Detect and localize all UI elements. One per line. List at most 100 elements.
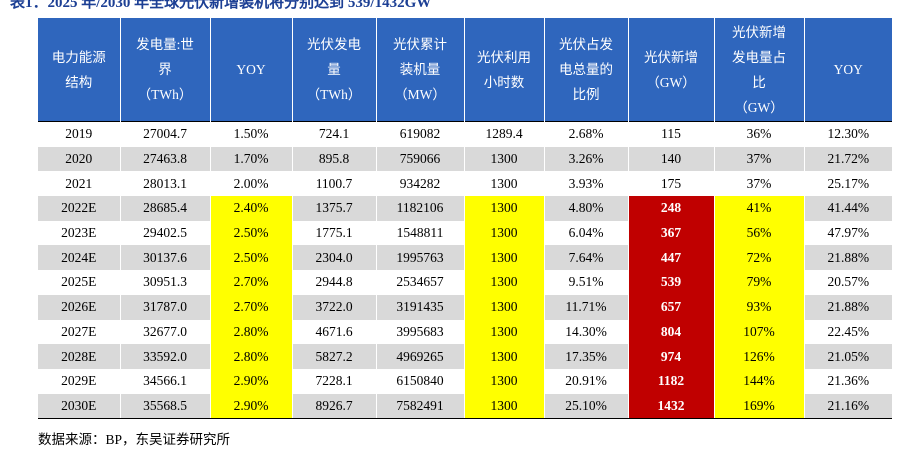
header-pv-yoy: YOY [804, 18, 892, 122]
cell-pv-cumulative: 759066 [376, 146, 465, 172]
cell-year: 2028E [38, 344, 121, 369]
cell-pv-yoy: 20.57% [827, 274, 870, 290]
cell-pv-hours: 1289.4 [464, 120, 545, 147]
table-row: 2028E 33592.0 2.80% 5827.2 4969265 1300 17.35%… [38, 344, 892, 369]
table-row: 2024E 30137.6 2.50% 2304.0 1995763 1300 7.64% 4… [38, 245, 892, 271]
cell-pv-new: 804 [628, 319, 715, 345]
cell-pv-share: 9.51% [544, 270, 629, 295]
cell-pv-share: 3.26% [544, 146, 629, 172]
cell-pv-generation: 3722.0 [292, 294, 377, 320]
header-pv-cumulative: 光伏累计 装机量 （MW） [376, 18, 465, 122]
cell-pv-share: 3.93% [544, 171, 629, 197]
cell-world-generation: 34566.1 [120, 368, 211, 394]
cell-pv-generation: 895.8 [292, 146, 377, 172]
cell-pv-cumulative: 1182106 [376, 196, 465, 221]
table-row: 2023E 29402.5 2.50% 1775.1 1548811 1300 6.04% 3… [38, 220, 892, 246]
cell-pv-new-share: 126% [714, 344, 805, 369]
cell-world-generation: 28013.1 [120, 171, 211, 197]
cell-pv-hours: 1300 [464, 344, 545, 369]
cell-pv-new: 974 [628, 344, 715, 369]
cell-pv-new: 175 [628, 171, 715, 197]
cell-pv-generation: 8926.7 [292, 393, 377, 420]
cell-year: 2027E [38, 319, 121, 345]
cell-generation-yoy: 2.50% [210, 245, 293, 271]
cell-pv-cumulative: 3995683 [376, 319, 465, 345]
header-row: 电力能源 结构 发电量:世 界 （TWh） YOY 光伏发电 量 （TWh） 光… [38, 18, 892, 122]
cell-pv-share: 20.91% [544, 368, 629, 394]
source-note: 数据来源：BP，东吴证券研究所 [38, 432, 231, 447]
cell-pv-new: 140 [628, 146, 715, 172]
cell-pv-generation: 2304.0 [292, 245, 377, 271]
cell-year: 2022E [38, 196, 121, 221]
cell-generation-yoy: 1.50% [210, 120, 293, 147]
header-pv-new-share: 光伏新增 发电量占 比 （GW） [714, 18, 805, 122]
cell-world-generation: 33592.0 [120, 344, 211, 369]
cell-pv-new-share: 144% [714, 368, 805, 394]
cell-pv-yoy: 21.16% [804, 393, 892, 420]
cell-world-generation: 30137.6 [120, 245, 211, 271]
cell-generation-yoy: 2.40% [210, 196, 293, 221]
cell-world-generation: 28685.4 [120, 196, 211, 221]
cell-pv-share: 6.04% [544, 220, 629, 246]
header-pv-generation: 光伏发电 量 （TWh） [292, 18, 377, 122]
cell-pv-new-share: 72% [714, 245, 805, 271]
header-world-generation: 发电量:世 界 （TWh） [120, 18, 211, 122]
cell-pv-hours: 1300 [464, 393, 545, 420]
table-row: 2019 27004.7 1.50% 724.1 619082 1289.4 2.68% 11… [38, 120, 892, 147]
cell-pv-yoy: 41.44% [804, 196, 892, 221]
table-row: 2021 28013.1 2.00% 1100.7 934282 1300 3.93% 175… [38, 171, 892, 197]
cell-pv-share: 17.35% [544, 344, 629, 369]
cell-generation-yoy: 2.00% [210, 171, 293, 197]
table-row: 2029E 34566.1 2.90% 7228.1 6150840 1300 20.91%… [38, 368, 892, 394]
cell-generation-yoy: 2.80% [210, 344, 293, 369]
cell-pv-cumulative: 1548811 [376, 220, 465, 246]
cell-year: 2021 [38, 171, 121, 197]
cell-pv-share: 14.30% [544, 319, 629, 345]
cell-year: 2024E [38, 245, 121, 271]
cell-pv-hours: 1300 [464, 245, 545, 271]
cell-pv-hours: 1300 [464, 319, 545, 345]
cell-pv-yoy: 47.97% [827, 225, 870, 241]
cell-world-generation: 35568.5 [120, 393, 211, 420]
header-pv-share: 光伏占发 电总量的 比例 [544, 18, 629, 122]
cell-year: 2026E [38, 294, 121, 320]
cell-pv-hours: 1300 [464, 220, 545, 246]
cell-world-generation: 32677.0 [120, 319, 211, 345]
cell-pv-yoy: 21.36% [827, 373, 870, 389]
cell-pv-new-share: 36% [714, 120, 805, 147]
cell-pv-cumulative: 934282 [376, 171, 465, 197]
cell-pv-cumulative: 619082 [376, 120, 465, 147]
cell-pv-hours: 1300 [464, 294, 545, 320]
cell-pv-hours: 1300 [464, 368, 545, 394]
header-structure: 电力能源 结构 [38, 18, 121, 122]
cell-pv-share: 25.10% [544, 393, 629, 420]
cell-pv-hours: 1300 [464, 270, 545, 295]
cell-pv-new: 539 [628, 270, 715, 295]
cell-year: 2030E [38, 393, 121, 420]
cell-pv-new-share: 169% [714, 393, 805, 420]
cell-pv-generation: 1375.7 [292, 196, 377, 221]
cell-pv-generation: 2944.8 [292, 270, 377, 295]
cell-generation-yoy: 2.90% [210, 368, 293, 394]
cell-pv-yoy: 25.17% [827, 175, 870, 191]
cell-pv-new: 657 [628, 294, 715, 320]
cell-year: 2025E [38, 270, 121, 295]
cell-pv-new: 367 [628, 220, 715, 246]
cell-pv-yoy: 22.45% [827, 323, 870, 339]
cell-pv-cumulative: 7582491 [376, 393, 465, 420]
cell-pv-share: 2.68% [544, 120, 629, 147]
cell-pv-generation: 724.1 [292, 120, 377, 147]
cell-pv-cumulative: 2534657 [376, 270, 465, 295]
table-row: 2027E 32677.0 2.80% 4671.6 3995683 1300 14.30%… [38, 319, 892, 345]
cell-pv-hours: 1300 [464, 146, 545, 172]
table-title: 表1：2025 年/2030 年全球光伏新增装机将分别达到 539/1432GW [10, 0, 432, 11]
cell-pv-new: 248 [628, 196, 715, 221]
cell-pv-hours: 1300 [464, 196, 545, 221]
table-row: 2030E 35568.5 2.90% 8926.7 7582491 1300 25.10%… [38, 393, 892, 420]
cell-pv-new-share: 37% [714, 146, 805, 172]
cell-pv-cumulative: 6150840 [376, 368, 465, 394]
table-row: 2022E 28685.4 2.40% 1375.7 1182106 1300 4.80% 2… [38, 196, 892, 221]
cell-pv-generation: 1100.7 [292, 171, 377, 197]
header-pv-hours: 光伏利用 小时数 [464, 18, 545, 122]
cell-world-generation: 31787.0 [120, 294, 211, 320]
